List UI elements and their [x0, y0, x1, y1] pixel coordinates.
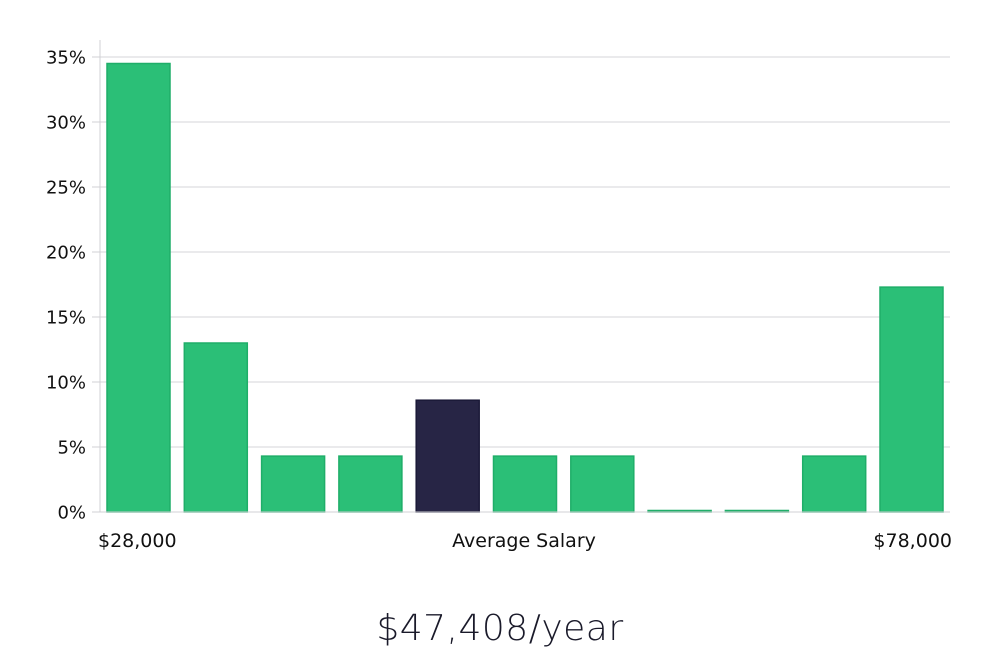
y-tick-label: 25% [46, 178, 86, 199]
bar [338, 455, 403, 513]
y-tick-label: 5% [57, 438, 86, 459]
bar [879, 286, 944, 513]
bar-highlighted [415, 399, 480, 513]
y-tick-label: 15% [46, 308, 86, 329]
bar [260, 455, 326, 513]
y-tick-label: 10% [46, 373, 86, 394]
x-axis-title: Average Salary [452, 530, 596, 552]
bar [492, 455, 558, 513]
y-tick-label: 30% [46, 113, 86, 134]
bar [570, 455, 635, 513]
bar [183, 342, 249, 513]
x-max-label: $78,000 [873, 530, 952, 552]
average-salary-value: $47,408/year [376, 608, 624, 649]
y-tick-label: 20% [46, 243, 86, 264]
x-min-label: $28,000 [98, 530, 177, 552]
bar [801, 455, 867, 513]
y-tick-label: 0% [57, 503, 86, 524]
salary-histogram: 0% 5% 10% 15% 20% 25% 30% 35% $28,000 Average S… [46, 40, 952, 552]
y-tick-label: 35% [46, 48, 86, 69]
bars [106, 62, 944, 513]
bar [106, 62, 171, 513]
y-axis-ticks: 0% 5% 10% 15% 20% 25% 30% 35% [46, 48, 100, 524]
